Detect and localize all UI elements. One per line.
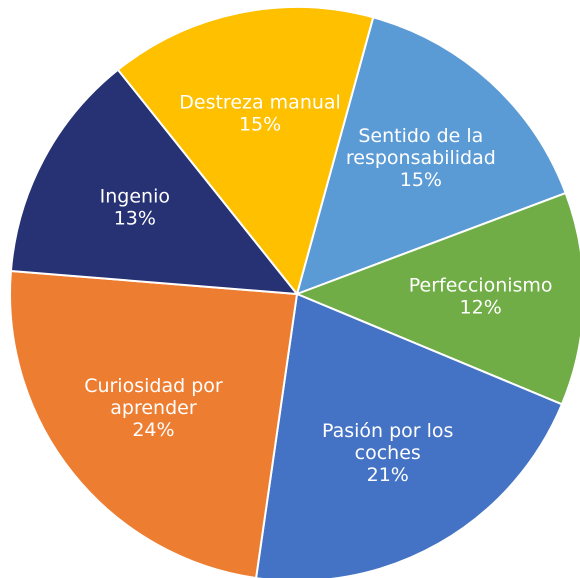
pie-slice xyxy=(255,292,564,578)
value-label: 15% xyxy=(400,169,442,191)
pie-slice xyxy=(116,6,375,297)
category-label: Curiosidad por xyxy=(84,375,223,397)
value-label: 21% xyxy=(367,464,409,486)
category-label: Destreza manual xyxy=(179,92,341,114)
value-label: 12% xyxy=(460,297,502,319)
pie-slice xyxy=(295,16,567,296)
category-label: Ingenio xyxy=(100,185,170,207)
category-label: Sentido de la xyxy=(358,125,483,147)
category-label: aprender xyxy=(110,397,197,419)
pie-slice xyxy=(294,191,580,406)
value-label: 24% xyxy=(132,419,174,441)
pie-slice xyxy=(9,68,300,296)
value-label: 15% xyxy=(239,114,281,136)
category-label: responsabilidad xyxy=(346,147,496,169)
value-label: 13% xyxy=(114,207,156,229)
pie-slice xyxy=(9,269,299,578)
category-label: coches xyxy=(355,442,421,464)
category-label: Perfeccionismo xyxy=(409,275,553,297)
category-label: Pasión por los xyxy=(322,420,453,442)
